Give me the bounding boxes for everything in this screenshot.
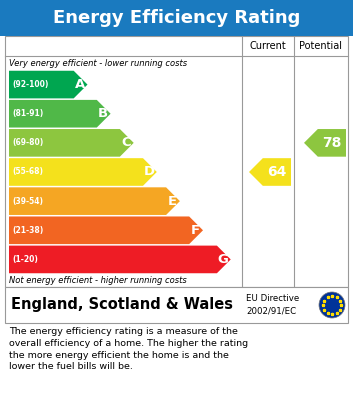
Text: (55-68): (55-68) (12, 167, 43, 177)
Text: (81-91): (81-91) (12, 109, 43, 118)
Text: (92-100): (92-100) (12, 80, 48, 89)
Polygon shape (9, 129, 134, 157)
Text: (69-80): (69-80) (12, 138, 43, 147)
Text: Not energy efficient - higher running costs: Not energy efficient - higher running co… (9, 276, 187, 285)
Bar (0, 0, 353, 36)
Polygon shape (9, 216, 203, 244)
Polygon shape (304, 129, 346, 157)
Text: (39-54): (39-54) (12, 197, 43, 206)
Text: E: E (168, 195, 177, 208)
Text: B: B (98, 107, 108, 120)
Bar (5, 287, 348, 323)
Text: F: F (191, 224, 200, 237)
Text: EU Directive: EU Directive (246, 294, 299, 303)
Polygon shape (9, 158, 157, 186)
Bar (5, 36, 348, 287)
Text: G: G (218, 253, 228, 266)
Text: (1-20): (1-20) (12, 255, 38, 264)
Text: Very energy efficient - lower running costs: Very energy efficient - lower running co… (9, 58, 187, 68)
Text: Current: Current (250, 41, 286, 51)
Polygon shape (9, 100, 110, 128)
Text: (21-38): (21-38) (12, 226, 43, 235)
Polygon shape (9, 187, 180, 215)
Text: C: C (121, 136, 131, 149)
Text: 64: 64 (267, 165, 287, 179)
Polygon shape (9, 71, 88, 98)
Text: 78: 78 (322, 136, 342, 150)
Text: 2002/91/EC: 2002/91/EC (246, 307, 296, 316)
Text: Potential: Potential (299, 41, 342, 51)
Text: D: D (144, 166, 155, 179)
Polygon shape (249, 158, 291, 186)
Text: England, Scotland & Wales: England, Scotland & Wales (11, 297, 233, 312)
Polygon shape (9, 246, 231, 273)
Text: Energy Efficiency Rating: Energy Efficiency Rating (53, 9, 300, 27)
Circle shape (319, 292, 345, 318)
Text: The energy efficiency rating is a measure of the
overall efficiency of a home. T: The energy efficiency rating is a measur… (9, 327, 248, 371)
Text: A: A (75, 78, 85, 91)
